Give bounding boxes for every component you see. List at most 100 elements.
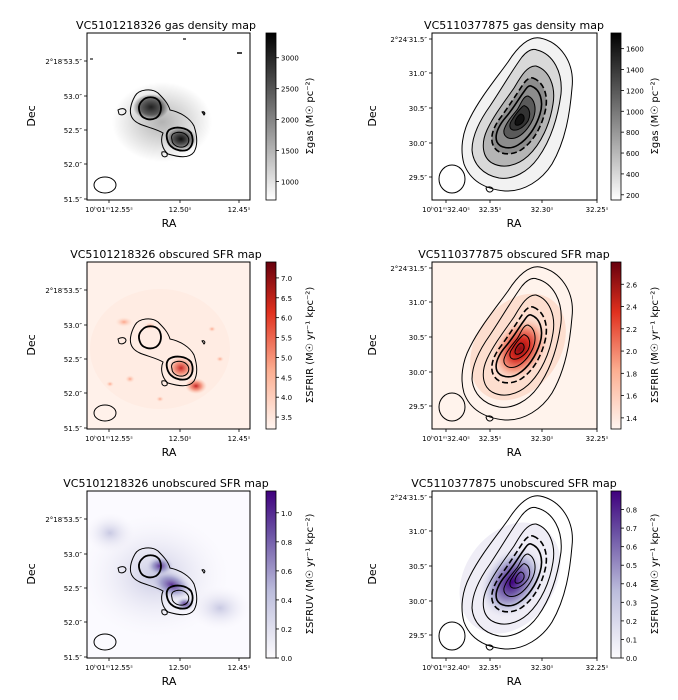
x-tick-label: 32.35ˢ (479, 435, 502, 443)
y-tick-label: 52.5″ (64, 356, 83, 364)
colorbar-tick-label: 0.1 (626, 636, 637, 644)
x-axis-label: RA (162, 675, 177, 688)
panel-gas-right: VC5110377875 gas density map (424, 19, 604, 201)
x-tick-label: 10ʰ01ᵐ32.40ˢ (422, 664, 470, 672)
x-tick-label: 32.30ˢ (531, 664, 554, 672)
colorbar-tick-label: 0.0 (626, 655, 637, 663)
y-axis-label: Dec (366, 334, 379, 355)
tick-layer: 10ʰ01ᵐ12.55ˢ 12.50ˢ 12.45ˢ 2°18′53.5″ 53.0″ 5… (45, 36, 643, 672)
colorbar-tick-label: 600 (626, 150, 639, 158)
colorbar-gas-left (265, 32, 277, 201)
x-tick-label: 12.50ˢ (169, 206, 192, 214)
x-axis-label: RA (162, 217, 177, 230)
colorbar-label: ΣSFRIR (M☉ yr⁻¹ kpc⁻²) (305, 287, 316, 404)
colorbar-tick-label: 1400 (626, 67, 644, 75)
panel-title: VC5110377875 unobscured SFR map (411, 477, 617, 490)
colorbar-tick-label: 7.0 (281, 275, 292, 283)
y-tick-label: 52.5″ (64, 127, 83, 135)
x-tick-label: 32.25ˢ (586, 664, 609, 672)
colorbar-tick-label: 2.2 (626, 326, 637, 334)
colorbar-obscured-right (610, 261, 622, 430)
colorbar-tick-label: 200 (626, 192, 639, 200)
colorbar-tick-label: 0.6 (626, 544, 638, 552)
colorbar-label: ΣSFRIR (M☉ yr⁻¹ kpc⁻²) (650, 287, 661, 404)
x-tick-label: 12.45ˢ (228, 206, 251, 214)
beam-ellipse (93, 176, 117, 194)
panel-title: VC5101218326 unobscured SFR map (63, 477, 269, 490)
colorbar-tick-label: 4.0 (281, 394, 292, 402)
y-axis-label: Dec (25, 563, 38, 584)
colorbar-obscured-left (265, 261, 277, 430)
beam-ellipse (93, 404, 117, 422)
colorbar-tick-label: 6.0 (281, 315, 292, 323)
axis-labels: Dec RA Dec RA Dec RA Dec RA Dec RA Dec R… (25, 105, 522, 688)
y-tick-label: 30.0″ (409, 140, 428, 148)
colorbar-tick-label: 0.6 (281, 568, 293, 576)
y-tick-label: 29.5″ (409, 174, 428, 182)
x-tick-label: 32.25ˢ (586, 206, 609, 214)
y-tick-label: 31.0″ (409, 528, 428, 536)
y-tick-label: 29.5″ (409, 403, 428, 411)
y-tick-label: 53.0″ (64, 322, 83, 330)
y-axis-label: Dec (25, 334, 38, 355)
y-tick-label: 31.0″ (409, 299, 428, 307)
y-tick-label: 2°24′31.5″ (390, 265, 427, 273)
x-tick-label: 12.45ˢ (228, 435, 251, 443)
colorbar-tick-label: 0.5 (626, 562, 637, 570)
x-tick-label: 32.25ˢ (586, 435, 609, 443)
y-tick-label: 52.0″ (64, 390, 83, 398)
y-tick-label: 29.5″ (409, 632, 428, 640)
x-tick-label: 32.35ˢ (479, 664, 502, 672)
y-tick-label: 30.0″ (409, 598, 428, 606)
colorbar-unobscured-left (265, 490, 277, 659)
colorbar-tick-label: 1.6 (626, 393, 638, 401)
y-tick-label: 2°18′53.5″ (45, 58, 82, 66)
colorbar-tick-label: 0.4 (626, 581, 638, 589)
y-tick-label: 2°24′31.5″ (390, 494, 427, 502)
x-tick-label: 12.45ˢ (228, 664, 251, 672)
colorbar-tick-label: 1000 (626, 108, 644, 116)
y-tick-label: 2°18′53.5″ (45, 516, 82, 524)
colorbar-label: Σgas (M☉ pc⁻²) (650, 77, 661, 154)
y-tick-label: 51.5″ (64, 654, 83, 662)
x-tick-label: 32.35ˢ (479, 206, 502, 214)
y-tick-label: 30.5″ (409, 563, 428, 571)
colorbar-tick-label: 2.4 (626, 304, 638, 312)
y-tick-label: 51.5″ (64, 425, 83, 433)
x-tick-label: 32.30ˢ (531, 206, 554, 214)
colorbar-tick-label: 2.0 (626, 348, 637, 356)
colorbar-label: ΣSFRUV (M☉ yr⁻¹ kpc⁻²) (650, 514, 661, 635)
y-tick-label: 30.5″ (409, 334, 428, 342)
y-tick-label: 51.5″ (64, 196, 83, 204)
y-tick-label: 52.0″ (64, 619, 83, 627)
colorbar-tick-label: 1600 (626, 46, 644, 54)
colorbar-tick-label: 3000 (281, 55, 299, 63)
colorbar-label: Σgas (M☉ pc⁻²) (305, 77, 316, 154)
colorbar-tick-label: 2000 (281, 117, 299, 125)
panel-obscured-right: VC5110377875 obscured SFR map (418, 248, 610, 430)
x-axis-label: RA (162, 446, 177, 459)
colorbar-tick-label: 5.5 (281, 335, 292, 343)
panel-unobscured-left: VC5101218326 unobscured SFR map (63, 477, 269, 659)
colorbar-tick-label: 0.2 (626, 618, 637, 626)
colorbar-tick-label: 400 (626, 171, 639, 179)
colorbar-gas-right (610, 32, 622, 201)
x-tick-label: 10ʰ01ᵐ32.40ˢ (422, 435, 470, 443)
colorbar-label: ΣSFRUV (M☉ yr⁻¹ kpc⁻²) (305, 514, 316, 635)
colorbar-labels: Σgas (M☉ pc⁻²) Σgas (M☉ pc⁻²) ΣSFRIR (M☉… (305, 77, 661, 634)
x-axis-label: RA (507, 217, 522, 230)
colorbar-tick-label: 800 (626, 129, 639, 137)
colorbar-tick-label: 0.4 (281, 597, 293, 605)
x-tick-label: 10ʰ01ᵐ12.55ˢ (85, 435, 133, 443)
x-tick-label: 12.50ˢ (169, 435, 192, 443)
x-tick-label: 10ʰ01ᵐ12.55ˢ (85, 206, 133, 214)
beam-ellipse (438, 392, 466, 422)
panel-gas-left: VC5101218326 gas density map (76, 19, 256, 201)
x-axis-label: RA (507, 675, 522, 688)
colorbar-tick-label: 0.0 (281, 655, 292, 663)
colorbar-tick-label: 0.8 (626, 507, 637, 515)
colorbar-tick-label: 4.5 (281, 374, 292, 382)
y-tick-label: 2°18′53.5″ (45, 287, 82, 295)
colorbar-tick-label: 6.5 (281, 295, 292, 303)
